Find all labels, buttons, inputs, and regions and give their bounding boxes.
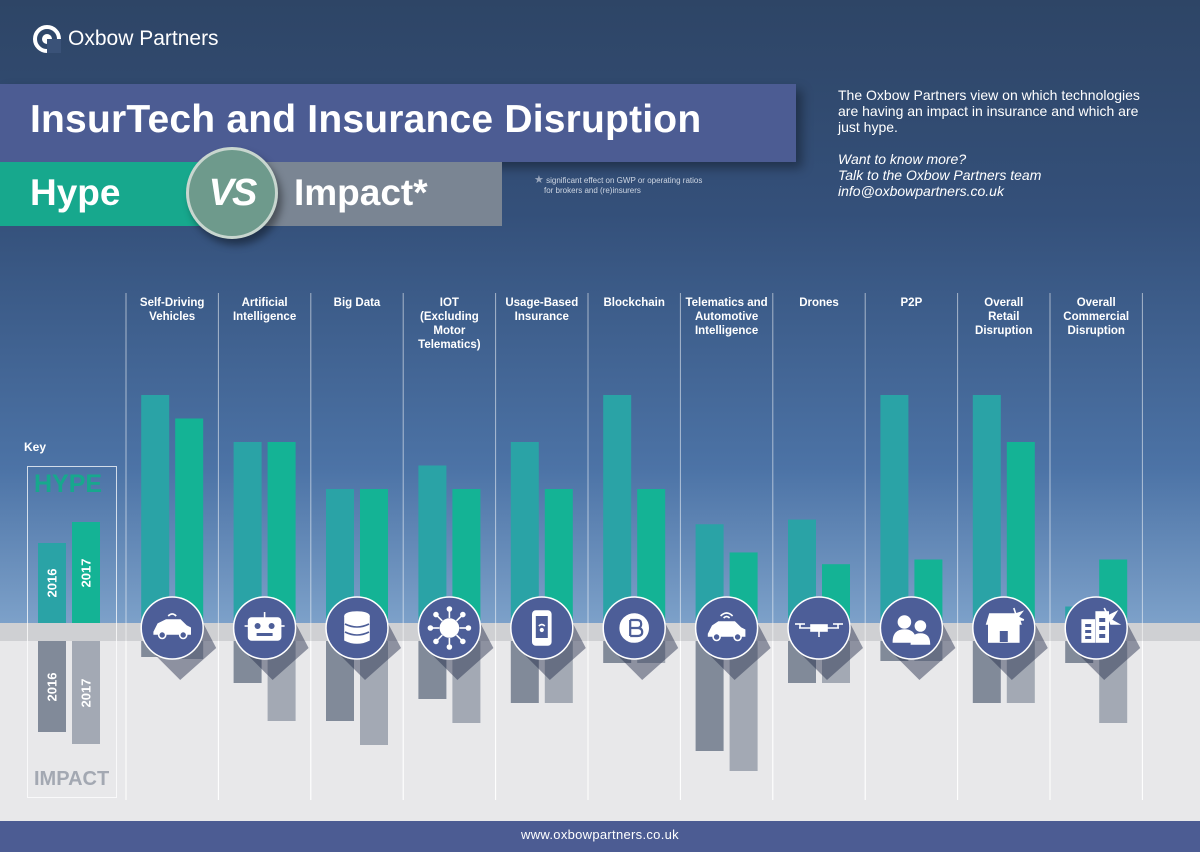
brand-name: Oxbow Partners (68, 27, 219, 50)
cta-question: Want to know more? (838, 151, 967, 167)
footnote-line1: significant effect on GWP or operating r… (546, 176, 703, 185)
category-label: Self-Driving Vehicles (126, 296, 218, 324)
category-label: Usage-Based Insurance (496, 296, 588, 324)
category-label-line: Motor (433, 325, 466, 337)
page-title: InsurTech and Insurance Disruption (30, 98, 702, 141)
bitcoin-icon (619, 613, 650, 643)
network-icon (427, 606, 472, 650)
footnote: ★ significant effect on GWP or operating… (534, 175, 734, 196)
category-group-10 (1064, 559, 1141, 723)
category-label-line: Insurance (514, 311, 569, 323)
key-hype-2017-bar: 2017 (72, 522, 100, 623)
intro-text: The Oxbow Partners view on which technol… (838, 87, 1178, 199)
category-group-1 (232, 442, 309, 721)
hype-2016-bar (141, 395, 170, 630)
cta-contact: Talk to the Oxbow Partners team (838, 167, 1042, 183)
key-impact-2016-bar: 2016 (38, 641, 66, 732)
category-label-line: Telematics) (418, 339, 481, 351)
smartphone-icon (531, 610, 552, 646)
category-group-4 (510, 442, 586, 703)
building-icon (1081, 607, 1122, 643)
category-label-line: Overall (984, 297, 1024, 309)
category-label-line: Intelligence (694, 325, 759, 337)
asterisk-icon: ★ (534, 174, 544, 186)
category-label: Big Data (311, 296, 403, 310)
hype-2016-bar (972, 395, 1001, 630)
category-group-6 (694, 524, 771, 771)
category-group-8 (879, 395, 956, 680)
category-group-2 (325, 489, 401, 745)
shop-icon (985, 607, 1025, 643)
category-label-line: Artificial (241, 297, 288, 309)
drone-icon (795, 623, 843, 637)
category-label-line: Overall (1076, 297, 1116, 309)
hype-2016-bar (603, 395, 632, 630)
category-label-line: Disruption (975, 325, 1033, 337)
category-label: Overall Commercial Disruption (1050, 296, 1142, 338)
footer-bar: www.oxbowpartners.co.uk (0, 821, 1200, 852)
impact-band: Impact* (240, 162, 502, 226)
intro-line3: just hype. (838, 119, 898, 135)
category-label: Blockchain (588, 296, 680, 310)
category-label-line: Usage-Based (505, 297, 579, 309)
impact-2016-bar (695, 641, 724, 751)
category-label-line: P2P (900, 297, 923, 309)
key-impact-label: IMPACT (34, 768, 110, 790)
category-group-7 (787, 519, 863, 683)
category-label: Drones (773, 296, 865, 310)
category-label: Artificial Intelligence (219, 296, 311, 324)
key-hype-2016-bar: 2016 (38, 543, 66, 623)
database-icon (344, 611, 370, 644)
hype-heading: Hype (30, 172, 121, 213)
oxbow-logo-icon (33, 25, 61, 53)
category-label-line: Telematics and (685, 297, 768, 309)
category-label-line: Drones (799, 297, 839, 309)
category-group-0 (140, 395, 217, 680)
intro-line1: The Oxbow Partners view on which technol… (838, 87, 1140, 103)
title-band: InsurTech and Insurance Disruption (0, 84, 796, 162)
category-label: IOT (Excluding Motor Telematics) (403, 296, 495, 352)
category-label: P2P (865, 296, 957, 310)
category-label-line: Big Data (333, 297, 381, 309)
hype-2016-bar (880, 395, 909, 630)
people-icon (892, 615, 931, 645)
brand-logo: Oxbow Partners (32, 24, 219, 54)
category-label-line: Retail (988, 311, 1020, 323)
contact-email[interactable]: info@oxbowpartners.co.uk (838, 183, 1004, 199)
category-group-5 (602, 395, 679, 680)
category-label-line: Commercial (1063, 311, 1130, 323)
category-label-line: (Excluding (420, 311, 479, 323)
category-label-line: Vehicles (149, 311, 196, 323)
hype-2017-bar (175, 418, 204, 630)
key-impact-2017-bar: 2017 (72, 641, 100, 744)
category-label-line: Automotive (694, 311, 759, 323)
car-icon (153, 613, 191, 640)
category-label-line: Intelligence (232, 311, 297, 323)
key-hype-label: HYPE (34, 470, 103, 498)
impact-heading: Impact* (294, 172, 428, 213)
vs-label: VS (208, 171, 258, 214)
category-label-line: Self-Driving (139, 297, 205, 309)
category-label-line: Disruption (1067, 325, 1125, 337)
category-label-line: Blockchain (603, 297, 665, 309)
robot-icon (244, 612, 285, 641)
icon-circle (879, 596, 944, 660)
intro-line2: are having an impact in insurance and wh… (838, 103, 1139, 119)
category-label-line: IOT (439, 297, 459, 309)
vs-badge: VS (186, 147, 278, 239)
category-label: Overall Retail Disruption (958, 296, 1050, 338)
category-label: Telematics and Automotive Intelligence (681, 296, 773, 338)
connected-car-icon (707, 612, 746, 642)
footnote-line2: for brokers and (re)insurers (544, 186, 641, 195)
impact-2017-bar (729, 641, 758, 771)
category-group-9 (972, 395, 1048, 703)
key-title: Key (24, 440, 47, 454)
category-group-3 (417, 465, 494, 723)
key-box (27, 466, 117, 798)
footer-url[interactable]: www.oxbowpartners.co.uk (521, 827, 679, 842)
